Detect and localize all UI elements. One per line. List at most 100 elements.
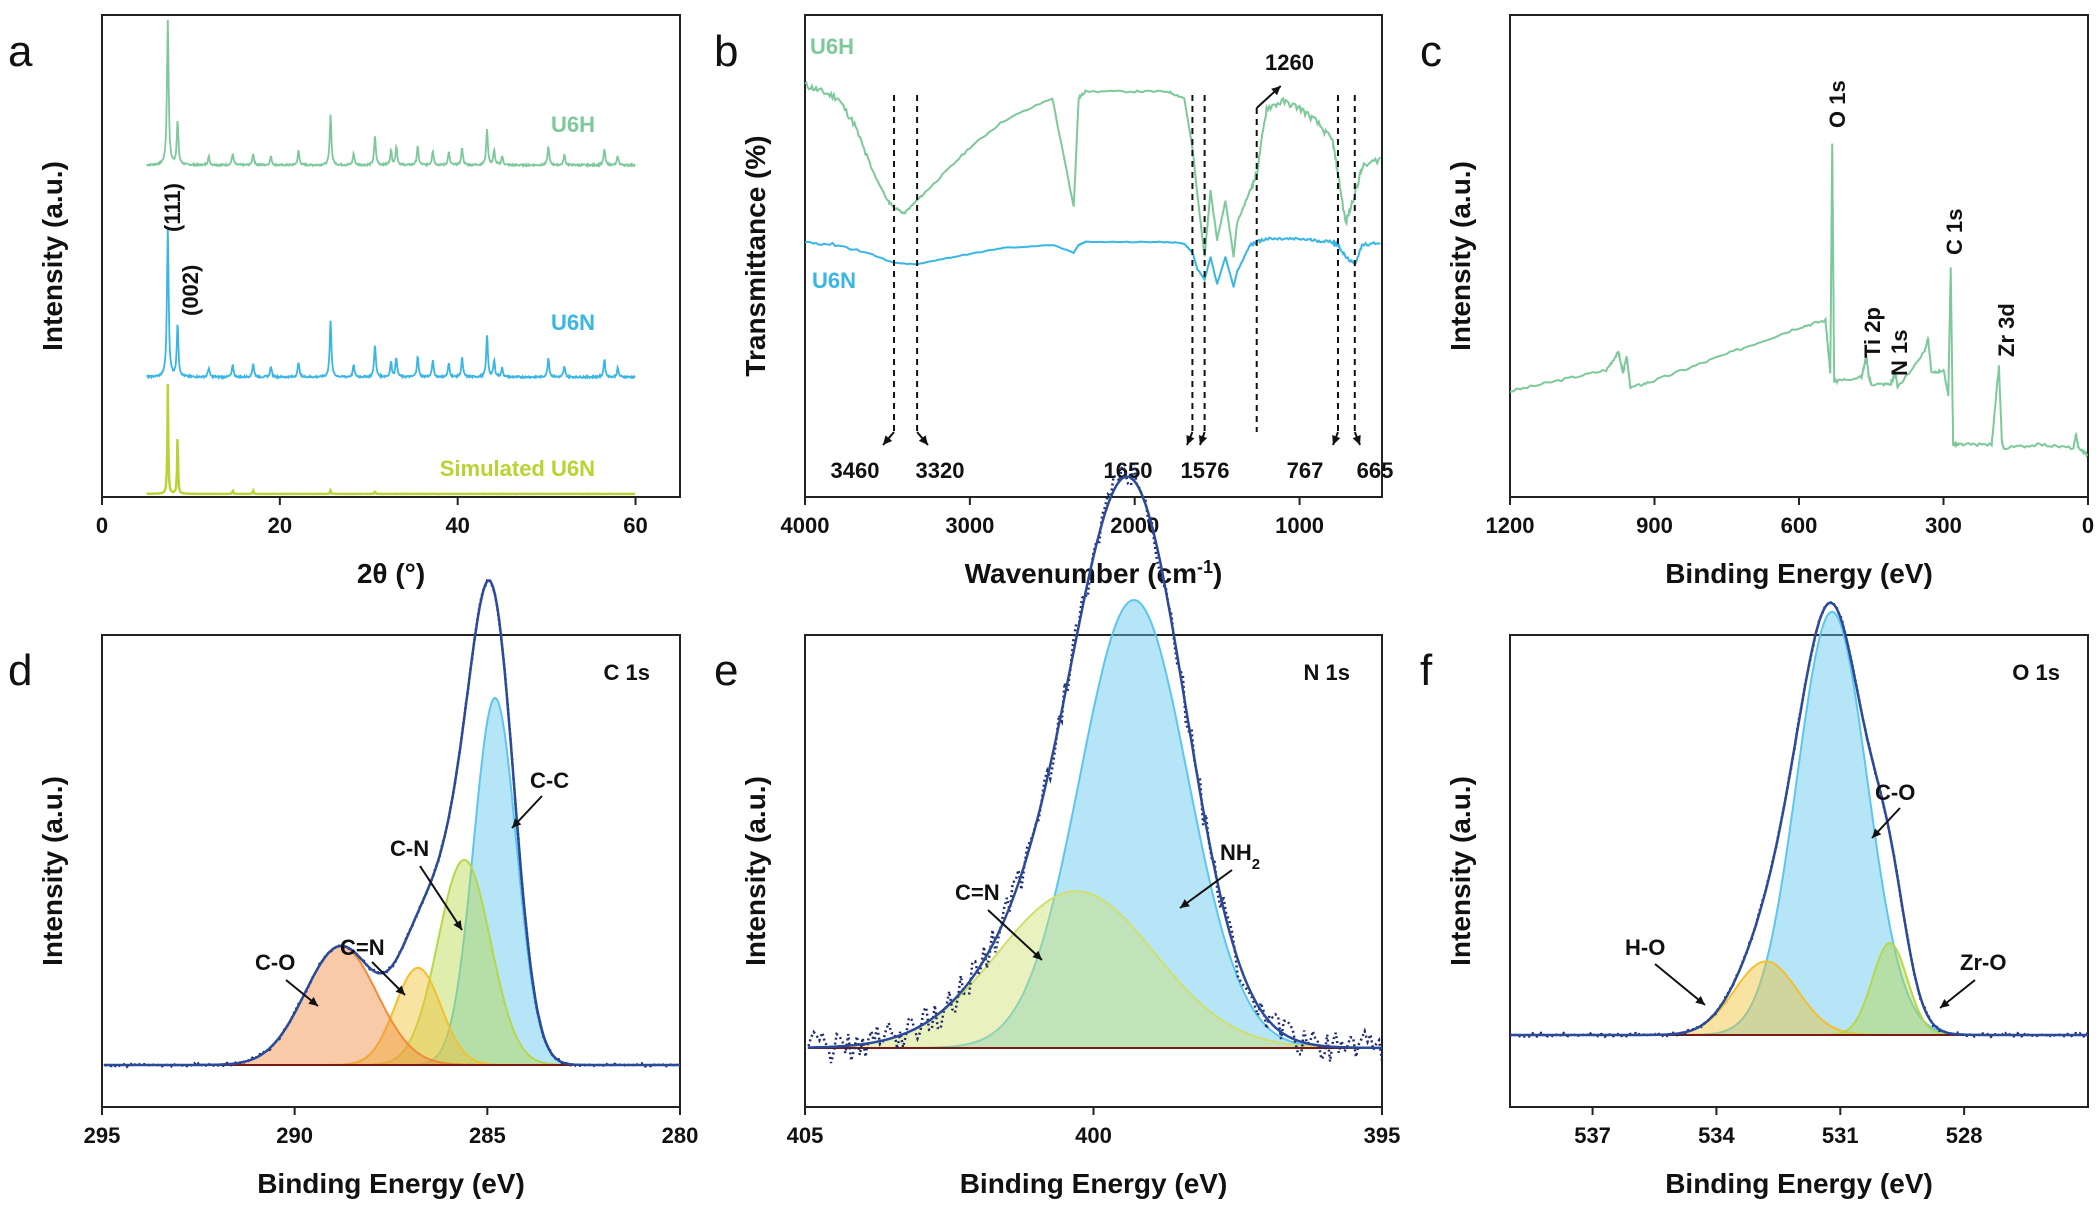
panel-b-annotation: 665 bbox=[1357, 458, 1394, 483]
panel-d-component-label: C-N bbox=[390, 836, 429, 861]
panel-d-component-label: C-O bbox=[255, 950, 295, 975]
panel-b-annotation: 1650 bbox=[1104, 458, 1153, 483]
panel-d-component-arrow-head bbox=[453, 920, 462, 930]
panel-d-component-line bbox=[103, 696, 680, 1066]
panel-f-component-fill bbox=[1510, 611, 2088, 1035]
panel-f-component-label: H-O bbox=[1625, 935, 1665, 960]
panel-d-component-arrow-head bbox=[395, 985, 405, 995]
panel-c-xps-survey-chart: 1200 900 600 300 0 Binding Energy (eV) Intensi… bbox=[1445, 14, 2094, 589]
panel-letter-d: d bbox=[8, 646, 32, 695]
panel-letter-e: e bbox=[714, 646, 738, 695]
panel-a-series-line bbox=[146, 19, 636, 169]
panel-d-component-label: C-C bbox=[530, 768, 569, 793]
panel-d-x-tick-label: 280 bbox=[662, 1123, 699, 1148]
panel-c-x-tick-label: 900 bbox=[1636, 513, 1673, 538]
panel-e-core-level-title: N 1s bbox=[1304, 660, 1350, 685]
panel-b-guide-arrow-head bbox=[1352, 435, 1361, 445]
panel-d-x-tick-label: 285 bbox=[469, 1123, 506, 1148]
panel-f-x-axis-title: Binding Energy (eV) bbox=[1665, 1168, 1933, 1199]
panel-b-series-line bbox=[804, 81, 1382, 258]
panel-b-annotation: 1260 bbox=[1265, 50, 1314, 75]
panel-e-component-fill bbox=[807, 891, 1382, 1048]
panel-d-component-label-text: C-N bbox=[390, 836, 429, 861]
panel-c-annotation: Ti 2p bbox=[1860, 307, 1885, 358]
panel-a-annotation: (111) bbox=[160, 183, 185, 232]
panel-f-component-arrow bbox=[1654, 963, 1706, 1006]
panel-b-x-tick-label: 1000 bbox=[1275, 513, 1324, 538]
panel-a-x-tick-label: 0 bbox=[96, 513, 108, 538]
panel-c-x-tick-label: 600 bbox=[1781, 513, 1818, 538]
panel-c-x-tick-label: 1200 bbox=[1486, 513, 1535, 538]
panel-e-xps-n1s-chart: 405 400 395 Binding Energy (eV) Intensity (a… bbox=[740, 463, 1400, 1199]
panel-f-component-label-text: Zr-O bbox=[1960, 950, 2006, 975]
panel-e-component-label-text: C=N bbox=[955, 880, 1000, 905]
panel-d-raw-data-line bbox=[103, 577, 681, 1069]
panel-f-envelope-line bbox=[1510, 601, 2088, 1037]
panel-letter-c: c bbox=[1420, 27, 1442, 76]
panel-f-component-label: C-O bbox=[1875, 780, 1915, 805]
panel-b-series-line bbox=[804, 236, 1381, 288]
panel-b-guide-arrow-head bbox=[1271, 86, 1281, 96]
panel-d-component-arrow bbox=[419, 865, 463, 931]
panel-f-component-arrow-head bbox=[1695, 995, 1705, 1005]
panel-b-plot-frame bbox=[804, 14, 1383, 498]
panel-a-legend-label: U6H bbox=[551, 112, 595, 137]
panel-d-component-fill bbox=[103, 946, 680, 1065]
panel-b-x-axis-title-sup: -1 bbox=[1197, 557, 1213, 577]
panel-letter-b: b bbox=[714, 27, 738, 76]
panel-d-x-tick-label: 295 bbox=[84, 1123, 121, 1148]
panel-b-annotation: 767 bbox=[1287, 458, 1324, 483]
panel-f-x-tick-label: 528 bbox=[1946, 1123, 1983, 1148]
panel-a-x-tick-label: 20 bbox=[268, 513, 292, 538]
panel-c-annotation: O 1s bbox=[1825, 80, 1850, 128]
panel-b-x-tick-label: 3000 bbox=[945, 513, 994, 538]
panel-a-xrd-chart: 0 20 40 60 2θ (°) Intensity (a.u.) U6H U6N Simul… bbox=[37, 14, 681, 589]
panel-d-y-axis-title: Intensity (a.u.) bbox=[37, 776, 68, 966]
panel-f-x-tick-label: 531 bbox=[1822, 1123, 1859, 1148]
panel-f-component-arrow-head bbox=[1872, 828, 1882, 838]
panel-d-component-arrow-head bbox=[512, 818, 522, 828]
panel-b-guide-arrow-head bbox=[1332, 435, 1341, 445]
panel-e-component-arrow bbox=[987, 909, 1043, 961]
panel-a-y-axis-title: Intensity (a.u.) bbox=[37, 161, 68, 351]
panel-b-x-tick-label: 4000 bbox=[781, 513, 830, 538]
panel-b-annotation: 3320 bbox=[916, 458, 965, 483]
panel-f-component-fill bbox=[1510, 961, 2088, 1035]
panel-e-component-arrow-head bbox=[1032, 950, 1042, 960]
panel-b-y-axis-title: Transmittance (%) bbox=[740, 135, 771, 376]
panel-a-legend-label: U6N bbox=[551, 310, 595, 335]
panel-c-annotation: N 1s bbox=[1887, 330, 1912, 376]
panel-b-annotation: 3460 bbox=[831, 458, 880, 483]
panel-e-x-tick-label: 395 bbox=[1364, 1123, 1401, 1148]
panel-f-component-arrow-head bbox=[1940, 998, 1950, 1008]
panel-b-guide-arrow-head bbox=[883, 435, 893, 445]
panel-d-envelope-line bbox=[103, 579, 680, 1067]
panel-a-series-line bbox=[146, 383, 636, 496]
panel-letter-a: a bbox=[8, 27, 33, 76]
panel-a-legend-label: Simulated U6N bbox=[440, 456, 595, 481]
panel-f-component-label: Zr-O bbox=[1960, 950, 2006, 975]
panel-e-component-arrow bbox=[1179, 869, 1233, 909]
panel-f-plot-frame bbox=[1509, 634, 2089, 1108]
panel-a-x-tick-label: 60 bbox=[623, 513, 647, 538]
panel-a-series-line bbox=[146, 227, 636, 381]
panel-e-x-axis-title: Binding Energy (eV) bbox=[960, 1168, 1228, 1199]
panel-a-x-tick-label: 40 bbox=[445, 513, 469, 538]
panel-e-component-label: C=N bbox=[955, 880, 1000, 905]
panel-f-x-tick-label: 537 bbox=[1574, 1123, 1611, 1148]
panel-d-component-label-text: C-C bbox=[530, 768, 569, 793]
panel-f-core-level-title: O 1s bbox=[2012, 660, 2060, 685]
panel-b-legend-label: U6N bbox=[812, 268, 856, 293]
panel-b-guide-arrow-head bbox=[918, 435, 928, 445]
panel-e-component-label-sub: 2 bbox=[1252, 856, 1260, 873]
panel-e-component-arrow-head bbox=[1180, 899, 1190, 908]
panel-c-x-axis-title: Binding Energy (eV) bbox=[1665, 558, 1933, 589]
panel-letter-f: f bbox=[1420, 646, 1433, 695]
panel-e-y-axis-title: Intensity (a.u.) bbox=[740, 776, 771, 966]
panel-f-y-axis-title: Intensity (a.u.) bbox=[1445, 776, 1476, 966]
panel-c-y-axis-title: Intensity (a.u.) bbox=[1445, 161, 1476, 351]
panel-f-xps-o1s-chart: 537 534 531 528 Binding Energy (eV) Intensity… bbox=[1445, 598, 2089, 1199]
panel-d-xps-c1s-chart: 295 290 285 280 Binding Energy (eV) Intensity… bbox=[37, 577, 699, 1199]
panel-d-component-fill bbox=[103, 697, 680, 1065]
